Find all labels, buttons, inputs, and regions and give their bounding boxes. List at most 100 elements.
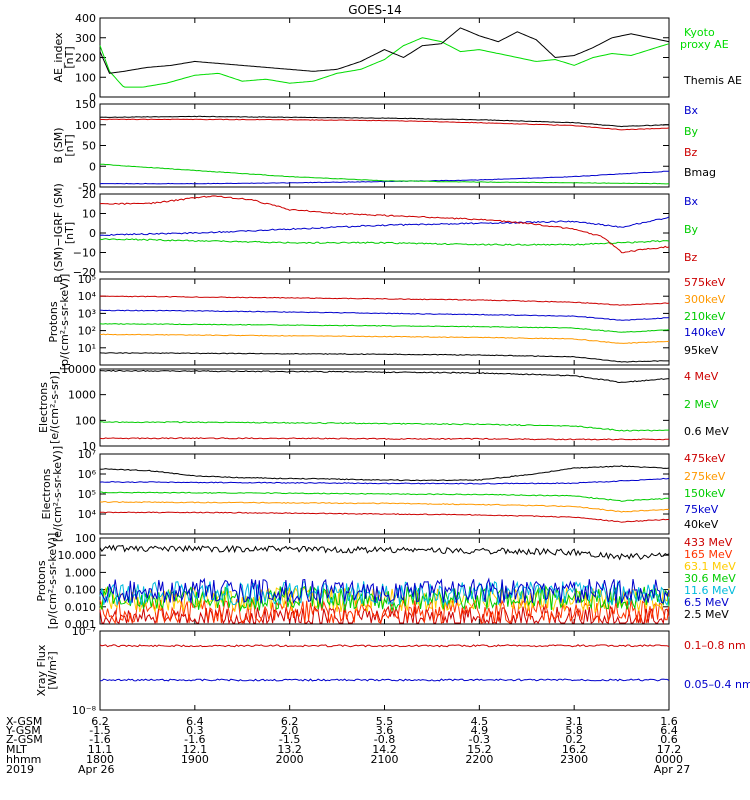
series-line-kyoto [99,37,670,88]
legend-entry: 75keV [684,503,719,516]
legend-entry: 30.6 MeV [684,572,736,585]
legend-entry: 63.1 MeV [684,560,736,573]
x-axis-value: Apr 27 [654,763,691,776]
series-line-bmag [99,115,670,128]
y-tick-label: -50 [78,181,96,194]
legend-entry: 11.6 MeV [684,584,736,597]
y-tick-label: 1000 [68,389,96,402]
x-axis-value: 16.2 [562,743,587,756]
y-axis-label: Electrons [40,468,53,519]
y-tick-label: 0.100 [65,584,97,597]
legend-entry: proxy AE [680,38,729,51]
y-tick-label: 10⁶ [78,468,97,481]
series-line-2-5-mev [99,544,670,561]
panel-frame [99,278,670,366]
x-axis-value: 11.1 [88,743,113,756]
legend-entry: 2 MeV [684,398,719,411]
legend-entry: Bx [684,195,699,208]
x-axis-value: 0.3 [186,724,204,737]
y-axis-label: Protons [47,301,60,342]
x-axis-row-label: Y-GSM [5,724,41,737]
y-tick-label: 0.001 [65,618,97,631]
x-axis-value: 2000 [276,753,304,766]
y-tick-label: 10⁵ [78,488,96,501]
y-axis-label: [nT] [63,222,76,244]
legend-entry: 300keV [684,293,726,306]
legend-entry: Bx [684,104,699,117]
plot-title: GOES-14 [348,3,402,17]
legend-entry: Bz [684,251,698,264]
x-axis-row-label: Z-GSM [6,733,43,746]
legend-entry: 140keV [684,326,726,339]
series-line-300kev [99,333,670,344]
y-tick-label: 10² [78,325,96,338]
legend-entry: 475keV [684,452,726,465]
legend-entry: 0.6 MeV [684,425,729,438]
y-tick-label: 200 [75,52,96,65]
y-tick-label: 100 [75,532,96,545]
y-axis-label: [W/m²] [46,651,59,689]
y-axis-label: [p/(cm²-s-sr-keV)] [46,533,59,630]
series-line-themis-ae [99,27,670,74]
y-tick-label: 10⁴ [78,508,97,521]
y-tick-label: 10⁻⁸ [72,704,97,717]
series-line-150kev [100,491,670,502]
y-tick-label: 0 [89,160,96,173]
panel-frame [99,17,670,98]
x-axis-value: 0000 [655,753,683,766]
x-axis-value: -1.6 [184,733,205,746]
y-tick-label: 10¹ [78,342,96,355]
series-line-by [100,163,670,185]
series-line-210kev [99,323,670,333]
x-axis-value: 2100 [371,753,399,766]
y-tick-label: 10⁵ [78,273,96,286]
legend-entry: Bmag [684,166,716,179]
legend-entry: Themis AE [683,74,742,87]
y-axis-label: Xray Flux [35,644,48,696]
x-axis-value: 0.2 [565,733,583,746]
series-line-140kev [100,309,670,321]
legend-entry: 165 MeV [684,548,733,561]
series-line-2-mev [99,421,669,432]
y-tick-label: 20 [82,188,96,201]
x-axis-value: 2.0 [281,724,299,737]
x-axis-row-label: MLT [6,743,27,756]
panel-b-igrf: −20 −10 0 10 20 B (SM)−IGRF (SM)[nT] Bx By Bz [52,183,699,283]
y-axis-label: B (SM) [52,127,65,163]
series-line-275kev [99,501,670,513]
x-axis-value: 15.2 [467,743,492,756]
legend-entry: By [684,125,699,138]
y-tick-label: 400 [75,12,96,25]
legend-entry: 575keV [684,276,726,289]
series-line-bz [99,118,670,131]
y-axis-label: Protons [35,560,48,601]
series-line-0-6-mev [99,369,669,384]
y-tick-label: 0 [89,227,96,240]
x-axis-value: 6.2 [281,715,299,728]
legend-entry: 40keV [684,518,719,531]
panel-frame [99,368,670,447]
x-axis-row-label: hhmm [6,753,41,766]
legend-entry: 433 MeV [684,536,733,549]
legend-entry: 275keV [684,470,726,483]
y-tick-label: 100 [75,71,96,84]
series-line-4-mev [99,437,670,441]
x-axis-value: 3.1 [565,715,583,728]
x-axis-value: 2300 [560,753,588,766]
x-axis-value: 14.2 [372,743,397,756]
y-tick-label: −10 [73,247,96,260]
y-tick-label: 10³ [78,307,96,320]
legend-entry: 0.05–0.4 nm [684,678,750,691]
series-line-bz [99,195,670,254]
series-line-6-5-mev [99,577,670,604]
series-line-bx [99,216,670,237]
x-axis-value: 6.4 [660,724,678,737]
legend-entry: 0.1–0.8 nm [684,639,746,652]
x-axis-value: -0.3 [469,733,490,746]
legend-entry: 2.5 MeV [684,608,729,621]
x-axis-row-label: X-GSM [6,715,42,728]
x-axis-value: 4.5 [471,715,489,728]
legend-entry: 4 MeV [684,370,719,383]
x-axis-value: 13.2 [277,743,302,756]
